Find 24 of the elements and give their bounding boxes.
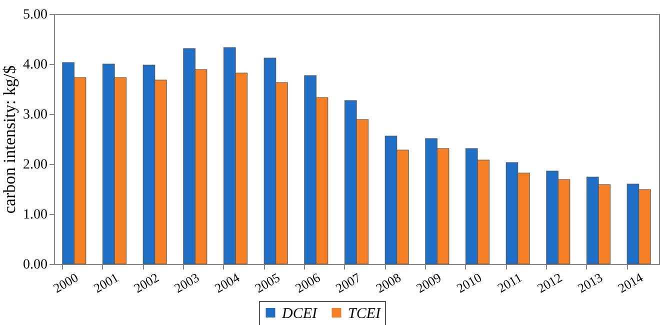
legend-label: TCEI (348, 306, 382, 322)
y-tick-label: 1.00 (23, 208, 48, 222)
y-tick-label: 0.00 (23, 258, 48, 272)
y-tick-label: 4.00 (23, 58, 48, 72)
x-tick-label: 2000 (50, 270, 81, 296)
x-tick-label: 2001 (90, 270, 121, 296)
legend-label: DCEI (281, 306, 318, 322)
x-tick-label: 2012 (534, 270, 565, 296)
x-tick-label: 2008 (373, 270, 404, 296)
x-tick-label: 2011 (494, 270, 524, 296)
x-tick-label: 2003 (172, 270, 202, 296)
x-tick-label: 2006 (292, 270, 324, 296)
y-tick-label: 2.00 (23, 158, 48, 172)
x-tick-label: 2013 (574, 270, 605, 296)
x-tick-label: 2002 (131, 270, 162, 296)
x-tick-label: 2005 (252, 270, 282, 296)
x-tick-label: 2004 (212, 270, 242, 296)
x-tick-label: 2010 (454, 270, 484, 296)
x-tick-label: 2014 (615, 270, 646, 296)
y-axis-title: carbon intensity: kg/$ (0, 65, 19, 214)
y-tick-label: 3.00 (23, 108, 48, 122)
x-tick-label: 2007 (332, 270, 364, 296)
y-tick-label: 5.00 (23, 8, 48, 22)
x-tick-label: 2009 (414, 270, 444, 296)
